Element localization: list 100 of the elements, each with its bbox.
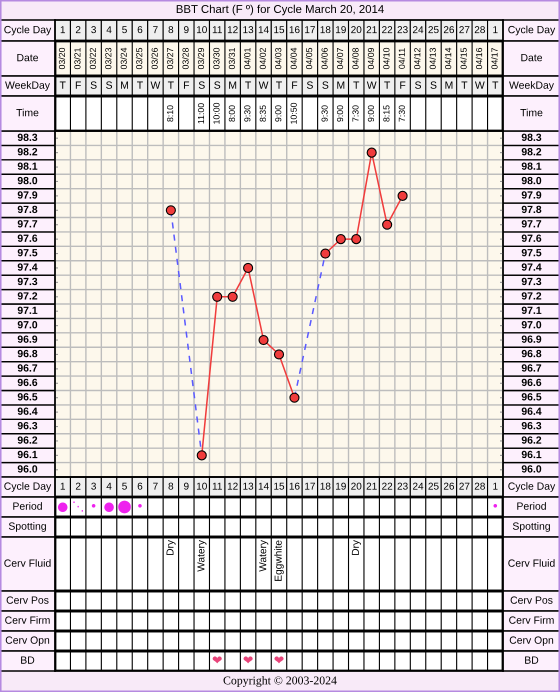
text: 9:00 [336, 105, 344, 122]
text: 8:00 [228, 105, 236, 122]
x-tick-label: 12 [228, 26, 238, 34]
y2-tick-label: Spotting [512, 522, 550, 532]
y2-tick-label: 96.0 [522, 465, 542, 473]
y-tick-label: 97.9 [18, 191, 38, 199]
text: T [492, 82, 498, 89]
text: 04/07 [336, 48, 344, 70]
text: ❤ [244, 656, 253, 664]
y-tick-label: 98.1 [18, 162, 38, 170]
x-axis-title: Cycle Day [4, 482, 52, 492]
text: T [245, 82, 252, 89]
y-tick-label: WeekDay [5, 81, 50, 91]
y-tick-label: 97.2 [18, 292, 38, 300]
text: S [198, 81, 205, 89]
x-tick-label: 19 [336, 482, 346, 490]
y2-tick-label: 96.6 [522, 378, 542, 386]
x-tick-label: 8 [168, 482, 174, 490]
text: 03/29 [198, 48, 204, 70]
text: Watery [197, 540, 206, 572]
y-tick-label: 97.0 [18, 321, 38, 328]
x-tick-label: 16 [290, 26, 300, 34]
text: 7:30 [352, 105, 359, 122]
x-tick-label: 3 [91, 26, 96, 34]
y2-tick-label: 97.7 [522, 220, 542, 228]
x-tick-label: 7 [153, 26, 158, 34]
y2-tick-label: 97.1 [522, 306, 542, 314]
text: 04/09 [368, 48, 374, 70]
y2-tick-label: 96.4 [522, 408, 542, 415]
text: F [76, 82, 81, 89]
text: T [353, 82, 360, 89]
text: 03/27 [166, 48, 174, 70]
x-tick-label: 25 [428, 482, 439, 490]
y2-tick-label: 97.0 [522, 321, 542, 328]
x-tick-label: 3 [91, 482, 96, 490]
x-tick-label: 6 [138, 482, 142, 490]
text: 03/25 [136, 48, 142, 70]
x-tick-label: 27 [459, 26, 470, 34]
x-tick-label: 1 [60, 482, 66, 490]
x-tick-label: 5 [122, 482, 127, 490]
y-tick-label: 96.9 [18, 335, 38, 343]
text: S [415, 81, 422, 89]
text: M [229, 82, 236, 89]
x-tick-label: 5 [122, 26, 127, 34]
text: • [92, 504, 96, 508]
text: W [150, 82, 160, 89]
y2-tick-label: Cerv Pos [510, 596, 553, 604]
text: ❤ [212, 656, 222, 664]
text: 03/20 [58, 48, 66, 70]
chart-title: BBT Chart (F º) for Cycle March 20, 2014 [176, 4, 384, 16]
text: W [474, 82, 485, 89]
text: 9:00 [275, 105, 282, 122]
x-tick-label: 20 [351, 482, 362, 490]
text: T [137, 82, 143, 89]
x-tick-label: 21 [366, 482, 377, 490]
y-tick-label: Cerv Opn [6, 636, 50, 646]
y2-tick-label: 96.3 [522, 422, 542, 430]
y2-tick-label: Period [517, 502, 546, 510]
text: • [138, 504, 142, 508]
y2-tick-label: Cerv Opn [510, 636, 554, 646]
text: 03/26 [151, 48, 158, 70]
y2-tick-label: 97.4 [522, 263, 542, 271]
x-tick-label: 22 [382, 26, 392, 34]
text: F [292, 82, 298, 89]
x-tick-label: 2 [76, 26, 80, 34]
text: 04/13 [429, 48, 436, 70]
y2-tick-label: WeekDay [509, 81, 554, 91]
x-tick-label: 23 [398, 482, 408, 490]
y-tick-label: BD [21, 656, 34, 664]
x-tick-label: 24 [412, 26, 424, 34]
y-tick-label: 98.0 [18, 176, 38, 184]
text: T [60, 82, 66, 89]
x-tick-label: 6 [138, 26, 142, 34]
x-tick-label: 13 [243, 26, 254, 34]
x-tick-label: 13 [243, 482, 254, 490]
y-tick-label: 96.3 [18, 422, 38, 430]
text: 04/08 [352, 48, 359, 70]
x-tick-label: 17 [305, 26, 315, 34]
x-tick-label: 26 [444, 26, 454, 34]
x-tick-label: 7 [153, 482, 158, 490]
y2-tick-label: BD [525, 656, 538, 664]
x-tick-label: 17 [305, 482, 315, 490]
x-tick-label: 20 [351, 26, 362, 34]
text: 03/31 [228, 48, 236, 70]
y-tick-label: 96.7 [18, 364, 38, 372]
y2-tick-label: 96.2 [522, 436, 542, 444]
y-tick-label: 97.5 [18, 248, 38, 256]
text: M [337, 82, 344, 89]
text: 10:50 [290, 102, 297, 124]
x-tick-label: 10 [196, 482, 207, 490]
y2-tick-label: 97.3 [522, 278, 542, 286]
text: 04/17 [491, 48, 498, 70]
text: S [322, 81, 328, 89]
x-tick-label: 12 [228, 482, 238, 490]
text: 04/16 [476, 48, 482, 70]
text: 04/11 [398, 48, 405, 69]
x-tick-label: 9 [184, 26, 189, 34]
text: Watery [259, 540, 268, 572]
y-tick-label: 98.2 [18, 148, 38, 156]
y-tick-label: Period [13, 502, 42, 510]
